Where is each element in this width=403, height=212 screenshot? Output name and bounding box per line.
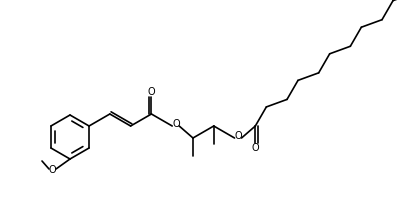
Text: O: O [48, 165, 56, 175]
Text: O: O [251, 143, 259, 153]
Text: O: O [147, 87, 155, 97]
Text: O: O [235, 131, 242, 141]
Text: O: O [172, 119, 180, 129]
